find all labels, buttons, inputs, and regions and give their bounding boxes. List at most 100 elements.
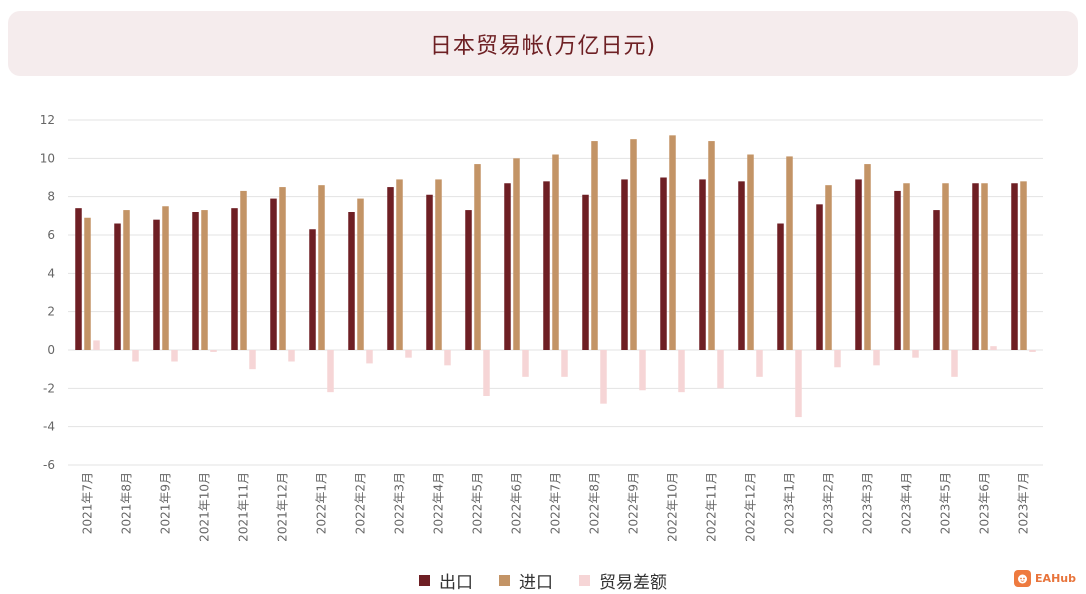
legend-swatch-import [499,575,510,586]
bar-import-14[interactable] [630,139,637,350]
bar-export-20[interactable] [855,179,862,350]
bar-export-0[interactable] [75,208,82,350]
bar-balance-1[interactable] [132,350,139,362]
bar-export-18[interactable] [777,223,784,351]
bar-balance-17[interactable] [756,350,763,377]
bar-import-0[interactable] [84,217,91,350]
bar-balance-2[interactable] [171,350,178,362]
bar-export-14[interactable] [621,179,628,350]
bar-balance-6[interactable] [327,350,334,393]
bar-export-2[interactable] [153,219,160,350]
bar-import-16[interactable] [708,141,715,350]
bar-import-8[interactable] [396,179,403,350]
x-tick-label: 2022年6月 [510,472,524,534]
bar-export-7[interactable] [348,212,355,350]
bar-import-15[interactable] [669,135,676,350]
bar-balance-5[interactable] [288,350,295,362]
bar-balance-0[interactable] [93,340,100,350]
bar-import-2[interactable] [162,206,169,350]
bar-balance-9[interactable] [444,350,451,366]
y-tick-label: -6 [43,458,55,472]
bar-export-22[interactable] [933,210,940,350]
bar-export-6[interactable] [309,229,316,350]
x-tick-label: 2021年9月 [159,472,173,534]
bar-balance-10[interactable] [483,350,490,396]
bar-balance-18[interactable] [795,350,802,418]
bar-export-11[interactable] [504,183,511,350]
bar-import-13[interactable] [591,141,598,350]
bar-balance-16[interactable] [717,350,724,389]
bar-export-15[interactable] [660,177,667,351]
bar-import-9[interactable] [435,179,442,350]
chart-title-bar: 日本贸易帐(万亿日元) [8,11,1078,76]
bar-export-4[interactable] [231,208,238,350]
bar-import-1[interactable] [123,210,130,350]
bar-balance-11[interactable] [522,350,529,377]
x-tick-label: 2022年4月 [432,472,446,534]
bar-balance-23[interactable] [990,346,997,350]
bar-balance-20[interactable] [873,350,880,366]
bar-import-12[interactable] [552,154,559,351]
x-tick-label: 2021年11月 [237,472,251,542]
bar-export-24[interactable] [1011,183,1018,350]
bar-import-6[interactable] [318,185,325,350]
bar-balance-12[interactable] [561,350,568,377]
bar-export-23[interactable] [972,183,979,350]
bar-import-23[interactable] [981,183,988,350]
bar-import-21[interactable] [903,183,910,350]
bar-import-20[interactable] [864,164,871,350]
bar-export-1[interactable] [114,223,121,351]
bar-import-4[interactable] [240,190,247,350]
bar-export-17[interactable] [738,181,745,350]
bar-balance-14[interactable] [639,350,646,391]
bar-import-5[interactable] [279,187,286,350]
x-tick-label: 2022年8月 [588,472,602,534]
bar-balance-24[interactable] [1029,350,1036,352]
bar-balance-3[interactable] [210,350,217,352]
x-tick-label: 2021年7月 [81,472,95,534]
x-tick-label: 2021年12月 [276,472,290,542]
bar-import-18[interactable] [786,156,793,350]
bar-export-19[interactable] [816,204,823,350]
bar-export-5[interactable] [270,198,277,350]
x-tick-label: 2022年1月 [315,472,329,534]
bar-import-22[interactable] [942,183,949,350]
x-tick-label: 2022年7月 [549,472,563,534]
legend-item-import[interactable]: 进口 [499,568,553,593]
bar-balance-21[interactable] [912,350,919,358]
bar-export-12[interactable] [543,181,550,350]
bar-balance-19[interactable] [834,350,841,368]
bar-import-10[interactable] [474,164,481,350]
x-tick-label: 2022年2月 [354,472,368,534]
x-tick-label: 2023年1月 [783,472,797,534]
bar-export-21[interactable] [894,190,901,350]
legend-item-balance[interactable]: 贸易差额 [579,568,667,593]
x-tick-label: 2021年10月 [198,472,212,542]
bar-import-17[interactable] [747,154,754,351]
bar-export-9[interactable] [426,194,433,350]
bar-import-3[interactable] [201,210,208,350]
legend-item-export[interactable]: 出口 [419,568,473,593]
legend-label-export: 出口 [439,573,473,593]
y-tick-label: -2 [43,381,55,395]
bar-balance-7[interactable] [366,350,373,364]
bar-import-24[interactable] [1020,181,1027,350]
legend-swatch-export [419,575,430,586]
bar-balance-15[interactable] [678,350,685,393]
eahub-logo: EAHub [1014,570,1076,587]
x-tick-label: 2022年12月 [744,472,758,542]
bar-export-8[interactable] [387,187,394,350]
bar-import-19[interactable] [825,185,832,350]
bar-balance-4[interactable] [249,350,256,370]
bar-balance-22[interactable] [951,350,958,377]
bar-balance-8[interactable] [405,350,412,358]
bar-import-7[interactable] [357,198,364,350]
bar-export-16[interactable] [699,179,706,350]
x-tick-label: 2023年2月 [822,472,836,534]
bar-import-11[interactable] [513,158,520,350]
bar-export-10[interactable] [465,210,472,350]
bar-export-3[interactable] [192,212,199,350]
chart-title: 日本贸易帐(万亿日元) [429,33,657,59]
bar-balance-13[interactable] [600,350,607,404]
bar-export-13[interactable] [582,194,589,350]
